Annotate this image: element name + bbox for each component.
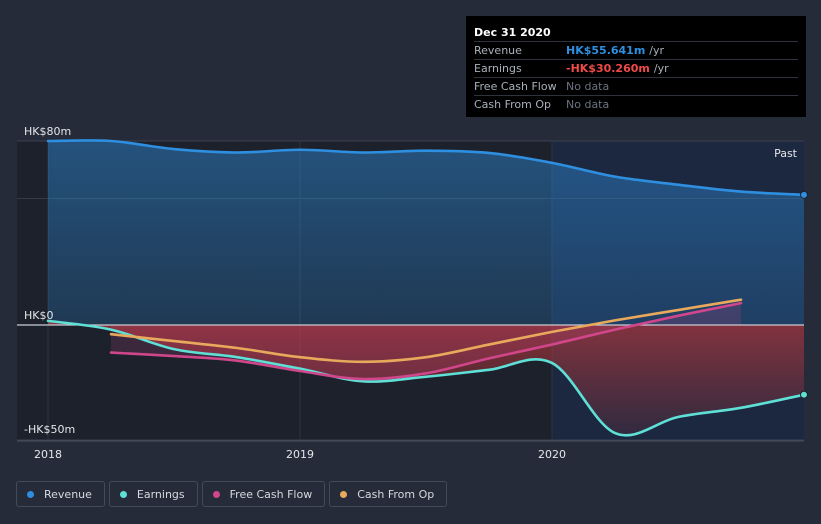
- tooltip-value: No data: [566, 80, 610, 93]
- legend-item-free-cash-flow[interactable]: Free Cash Flow: [201, 481, 326, 507]
- legend-dot-icon: [119, 490, 127, 498]
- legend-label: Cash From Op: [357, 487, 435, 501]
- x-axis-labels: 2018 2019 2020: [34, 448, 566, 461]
- tooltip-value: -HK$30.260m: [566, 62, 650, 75]
- line-revenue: [46, 139, 806, 197]
- legend-item-earnings[interactable]: Earnings: [108, 481, 198, 507]
- tooltip-label: Revenue: [474, 44, 522, 57]
- x-tick-label: 2018: [34, 448, 62, 461]
- line-cash-from-op: [109, 298, 743, 364]
- x-tick-label: 2019: [286, 448, 314, 461]
- y-tick-label: HK$0: [24, 309, 53, 322]
- tooltip-value: No data: [566, 98, 610, 111]
- y-tick-label: HK$80m: [24, 125, 71, 138]
- legend-label: Free Cash Flow: [229, 487, 313, 501]
- area-earnings: [48, 320, 804, 436]
- series-areas: [48, 140, 804, 436]
- legend-dot-icon: [340, 490, 348, 498]
- line-earnings: [46, 319, 806, 437]
- y-axis-labels: HK$80m HK$0 -HK$50m: [24, 125, 75, 436]
- tooltip-date: Dec 31 2020: [474, 26, 551, 39]
- series-lines: [46, 139, 808, 437]
- tooltip-label: Free Cash Flow: [474, 80, 557, 93]
- legend: Revenue Earnings Free Cash Flow Cash Fro…: [16, 481, 448, 507]
- legend-item-cash-from-op[interactable]: Cash From Op: [329, 481, 448, 507]
- tooltip: Dec 31 2020 Revenue HK$55.641m /yr Earni…: [466, 16, 806, 117]
- tooltip-row-earnings: Earnings -HK$30.260m /yr: [474, 59, 798, 77]
- legend-label: Revenue: [44, 487, 92, 501]
- end-marker-revenue: [800, 190, 808, 199]
- tooltip-row-free-cash-flow: Free Cash Flow No data: [474, 77, 798, 95]
- past-label: Past: [774, 147, 798, 160]
- tooltip-unit: /yr: [649, 44, 665, 57]
- area-free-cash-flow: [111, 303, 741, 380]
- end-marker-earnings: [800, 390, 808, 399]
- area-revenue: [48, 140, 804, 325]
- tooltip-value: HK$55.641m: [566, 44, 646, 57]
- tooltip-row-revenue: Revenue HK$55.641m /yr: [474, 41, 798, 59]
- legend-dot-icon: [212, 490, 220, 498]
- line-free-cash-flow: [109, 301, 743, 381]
- x-tick-label: 2020: [538, 448, 566, 461]
- legend-dot-icon: [27, 490, 34, 498]
- tooltip-unit: /yr: [653, 62, 669, 75]
- tooltip-label: Cash From Op: [474, 98, 552, 111]
- tooltip-label: Earnings: [474, 62, 522, 75]
- y-tick-label: -HK$50m: [24, 423, 75, 436]
- legend-item-revenue[interactable]: Revenue: [16, 481, 105, 507]
- legend-label: Earnings: [136, 487, 185, 501]
- tooltip-row-cash-from-op: Cash From Op No data: [474, 95, 798, 113]
